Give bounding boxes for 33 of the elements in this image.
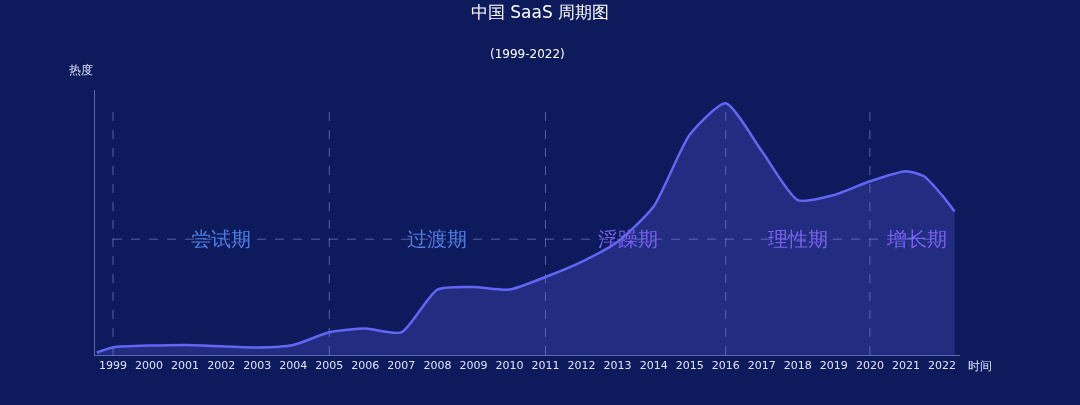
x-tick-label: 2004 [279, 359, 308, 373]
x-tick-label: 2002 [207, 359, 236, 373]
x-tick-label: 2016 [711, 359, 740, 373]
x-tick-label: 2015 [675, 359, 704, 373]
x-axis-title: 时间 [968, 359, 992, 373]
y-axis-title: 热度 [69, 63, 93, 77]
annotation: 尝试期 [191, 227, 251, 251]
x-tick-label: 2019 [819, 359, 848, 373]
x-tick-label: 2007 [387, 359, 416, 373]
annotation: 增长期 [886, 227, 947, 251]
x-tick-label: 2008 [423, 359, 452, 373]
x-tick-label: 2021 [891, 359, 920, 373]
x-tick-label: 1999 [99, 359, 128, 373]
x-tick-label: 2020 [855, 359, 884, 373]
annotation: 过渡期 [407, 227, 467, 251]
x-tick-label: 2017 [747, 359, 776, 373]
x-tick-label: 2014 [639, 359, 668, 373]
x-tick-label: 2018 [783, 359, 812, 373]
x-tick-label: 2001 [171, 359, 200, 373]
x-tick-label: 2010 [495, 359, 524, 373]
x-tick-label: 2005 [315, 359, 344, 373]
chart-title: 中国 SaaS 周期图 [470, 1, 610, 22]
x-tick-label: 2013 [603, 359, 632, 373]
x-tick-label: 2003 [243, 359, 272, 373]
x-tick-label: 2006 [351, 359, 380, 373]
x-tick-label: 2011 [531, 359, 560, 373]
annotation: 浮躁期 [598, 227, 658, 251]
x-tick-label: 2012 [567, 359, 596, 373]
annotation: 理性期 [768, 227, 828, 251]
x-tick-label: 2022 [927, 359, 956, 373]
x-tick-label: 2000 [135, 359, 164, 373]
x-tick-label: 2009 [459, 359, 488, 373]
chart-subtitle: (1999-2022) [490, 47, 565, 61]
